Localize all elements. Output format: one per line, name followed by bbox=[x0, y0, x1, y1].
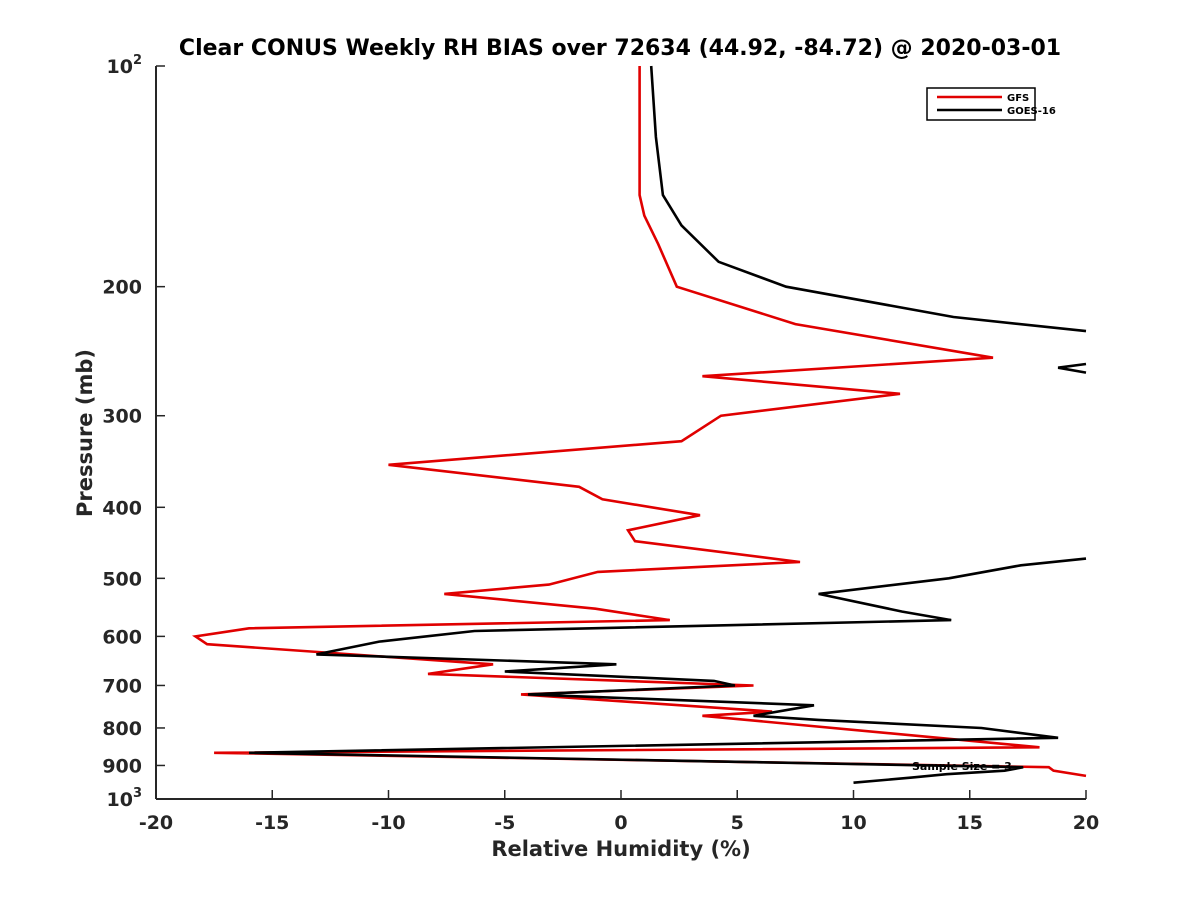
plot-lines bbox=[192, 65, 1087, 784]
sample-size-annotation: Sample Size = 3 bbox=[912, 760, 1012, 773]
y-tick-label: 102 bbox=[107, 53, 143, 78]
legend-label-gfs: GFS bbox=[1007, 93, 1029, 104]
y-tick-label: 900 bbox=[102, 755, 142, 777]
plot-axes-box bbox=[156, 66, 1086, 799]
x-tick-label: 0 bbox=[614, 812, 627, 834]
y-tick-label: 400 bbox=[102, 497, 142, 519]
y-tick-label: 300 bbox=[102, 406, 142, 428]
y-tick-label: 103 bbox=[107, 786, 143, 811]
y-axis-label: Pressure (mb) bbox=[73, 349, 97, 517]
x-tick-label: 15 bbox=[957, 812, 983, 834]
y-axis-ticks: 102 200 300 400 500 600 700 800 900 103 bbox=[102, 53, 165, 811]
legend-box bbox=[926, 87, 1036, 121]
series-line-goes16 bbox=[248, 557, 1087, 784]
x-axis-ticks: -20 -15 -10 -5 0 5 10 15 20 bbox=[139, 790, 1099, 834]
y-tick-label: 500 bbox=[102, 568, 142, 590]
x-tick-label: 10 bbox=[840, 812, 866, 834]
chart-title: Clear CONUS Weekly RH BIAS over 72634 (4… bbox=[179, 36, 1061, 61]
y-tick-label: 200 bbox=[102, 277, 142, 299]
series-line-goes16 bbox=[1057, 362, 1087, 374]
y-tick-label: 600 bbox=[102, 626, 142, 648]
x-axis-label: Relative Humidity (%) bbox=[491, 837, 750, 861]
x-tick-label: -5 bbox=[494, 812, 515, 834]
x-tick-label: 20 bbox=[1073, 812, 1099, 834]
legend-label-goes16: GOES-16 bbox=[1007, 106, 1056, 117]
x-tick-label: -20 bbox=[139, 812, 173, 834]
x-tick-label: -10 bbox=[371, 812, 405, 834]
x-tick-label: -15 bbox=[255, 812, 289, 834]
y-tick-label: 700 bbox=[102, 675, 142, 697]
y-tick-label: 800 bbox=[102, 718, 142, 740]
series-line-goes16 bbox=[649, 65, 1087, 333]
series-line-gfs bbox=[192, 66, 1087, 778]
legend: GFS GOES-16 bbox=[926, 87, 1056, 121]
x-tick-label: 5 bbox=[731, 812, 744, 834]
